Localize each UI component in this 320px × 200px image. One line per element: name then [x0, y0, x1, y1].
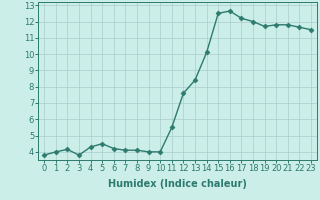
- X-axis label: Humidex (Indice chaleur): Humidex (Indice chaleur): [108, 179, 247, 189]
